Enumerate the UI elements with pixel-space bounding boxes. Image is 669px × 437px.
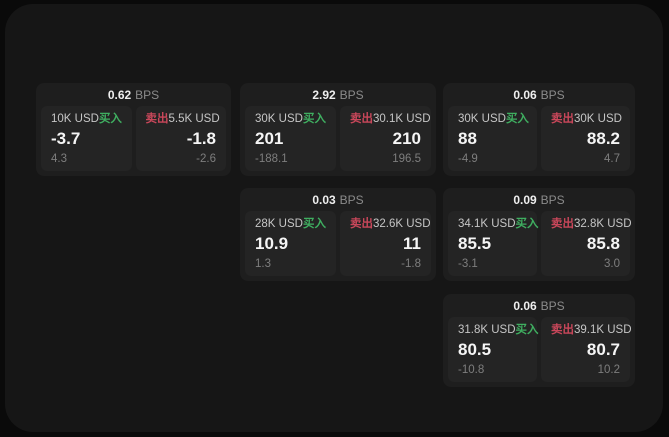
buy-size: 30K USD (458, 113, 506, 125)
sell-price: 210 (392, 129, 421, 148)
buy-size: 28K USD (255, 218, 303, 230)
buy-sub-value: -3.1 (458, 258, 478, 270)
sell-quote-tile[interactable]: 卖出 39.1K USD 80.7 10.2 (541, 317, 632, 382)
buy-price: 85.5 (458, 234, 492, 253)
spread-value: 0.62 (107, 87, 132, 102)
sell-label: 卖出 (551, 218, 574, 230)
sell-quote-tile[interactable]: 卖出 32.8K USD 85.8 3.0 (541, 211, 632, 276)
spread-value: 2.92 (312, 87, 336, 102)
sell-sub-value: -1.8 (401, 258, 421, 270)
sell-label: 卖出 (551, 324, 574, 336)
buy-quote-tile[interactable]: 30K USD 买入 201 -188.1 (245, 106, 336, 171)
sell-size: 5.5K USD (168, 113, 220, 125)
buy-quote-tile[interactable]: 10K USD 买入 -3.7 4.3 (41, 106, 132, 171)
spread-value: 0.06 (513, 298, 537, 313)
buy-sub-value: -10.8 (458, 364, 485, 376)
spread-header: 0.06 BPS (443, 83, 635, 106)
buy-label: 买入 (303, 113, 326, 125)
spread-value: 0.03 (312, 192, 336, 207)
buy-price: 88 (458, 129, 477, 148)
sell-sub-value: 196.5 (392, 153, 421, 165)
spread-header: 2.92 BPS (240, 83, 436, 106)
sell-price: 80.7 (586, 340, 620, 359)
sell-size: 32.8K USD (574, 218, 632, 230)
quote-card: 0.06 BPS 31.8K USD 买入 80.5 -10.8 卖出 39.1… (443, 294, 635, 387)
spread-unit: BPS (339, 192, 364, 207)
spread-unit: BPS (540, 192, 565, 207)
spread-unit: BPS (540, 87, 565, 102)
sell-sub-value: 3.0 (604, 258, 620, 270)
app-panel: 0.62 BPS 10K USD 买入 -3.7 4.3 卖出 5.5K USD… (5, 4, 663, 432)
quote-card: 0.06 BPS 30K USD 买入 88 -4.9 卖出 30K USD 8… (443, 83, 635, 176)
sell-size: 30K USD (574, 113, 622, 125)
sell-size: 30.1K USD (373, 113, 431, 125)
buy-label: 买入 (515, 218, 539, 230)
buy-label: 买入 (515, 324, 539, 336)
spread-value: 0.06 (513, 87, 537, 102)
sell-sub-value: 4.7 (604, 153, 620, 165)
sell-quote-tile[interactable]: 卖出 32.6K USD 11 -1.8 (340, 211, 431, 276)
buy-sub-value: -4.9 (458, 153, 478, 165)
buy-price: 201 (255, 129, 284, 148)
sell-price: 11 (403, 234, 421, 253)
buy-price: -3.7 (51, 129, 81, 148)
sell-price: -1.8 (186, 129, 216, 148)
sell-quote-tile[interactable]: 卖出 30.1K USD 210 196.5 (340, 106, 431, 171)
sell-quote-tile[interactable]: 卖出 5.5K USD -1.8 -2.6 (135, 106, 226, 171)
sell-size: 32.6K USD (373, 218, 431, 230)
quote-card: 0.09 BPS 34.1K USD 买入 85.5 -3.1 卖出 32.8K… (443, 188, 635, 281)
buy-sub-value: 1.3 (255, 258, 271, 270)
buy-quote-tile[interactable]: 28K USD 买入 10.9 1.3 (245, 211, 336, 276)
spread-header: 0.03 BPS (240, 188, 436, 211)
buy-size: 10K USD (51, 113, 99, 125)
quote-card: 2.92 BPS 30K USD 买入 201 -188.1 卖出 30.1K … (240, 83, 436, 176)
buy-price: 10.9 (255, 234, 289, 253)
buy-sub-value: -188.1 (255, 153, 288, 165)
buy-label: 买入 (505, 113, 529, 125)
sell-sub-value: -2.6 (196, 153, 216, 165)
buy-size: 31.8K USD (458, 324, 516, 336)
spread-header: 0.62 BPS (36, 83, 231, 106)
spread-header: 0.06 BPS (443, 294, 635, 317)
sell-label: 卖出 (145, 113, 169, 125)
buy-label: 买入 (303, 218, 326, 230)
sell-price: 88.2 (586, 129, 620, 148)
sell-label: 卖出 (350, 113, 373, 125)
spread-header: 0.09 BPS (443, 188, 635, 211)
sell-label: 卖出 (350, 218, 373, 230)
buy-size: 34.1K USD (458, 218, 516, 230)
buy-quote-tile[interactable]: 31.8K USD 买入 80.5 -10.8 (448, 317, 539, 382)
spread-value: 0.09 (513, 192, 537, 207)
sell-size: 39.1K USD (574, 324, 632, 336)
buy-quote-tile[interactable]: 34.1K USD 买入 85.5 -3.1 (448, 211, 539, 276)
buy-size: 30K USD (255, 113, 303, 125)
quote-card: 0.03 BPS 28K USD 买入 10.9 1.3 卖出 32.6K US… (240, 188, 436, 281)
buy-label: 买入 (98, 113, 122, 125)
buy-sub-value: 4.3 (51, 153, 67, 165)
spread-unit: BPS (540, 298, 565, 313)
sell-quote-tile[interactable]: 卖出 30K USD 88.2 4.7 (541, 106, 630, 171)
buy-price: 80.5 (458, 340, 492, 359)
sell-sub-value: 10.2 (597, 364, 620, 376)
buy-quote-tile[interactable]: 30K USD 买入 88 -4.9 (448, 106, 537, 171)
spread-unit: BPS (339, 87, 364, 102)
sell-label: 卖出 (551, 113, 574, 125)
spread-unit: BPS (135, 87, 160, 102)
quote-card: 0.62 BPS 10K USD 买入 -3.7 4.3 卖出 5.5K USD… (36, 83, 231, 176)
sell-price: 85.8 (586, 234, 620, 253)
